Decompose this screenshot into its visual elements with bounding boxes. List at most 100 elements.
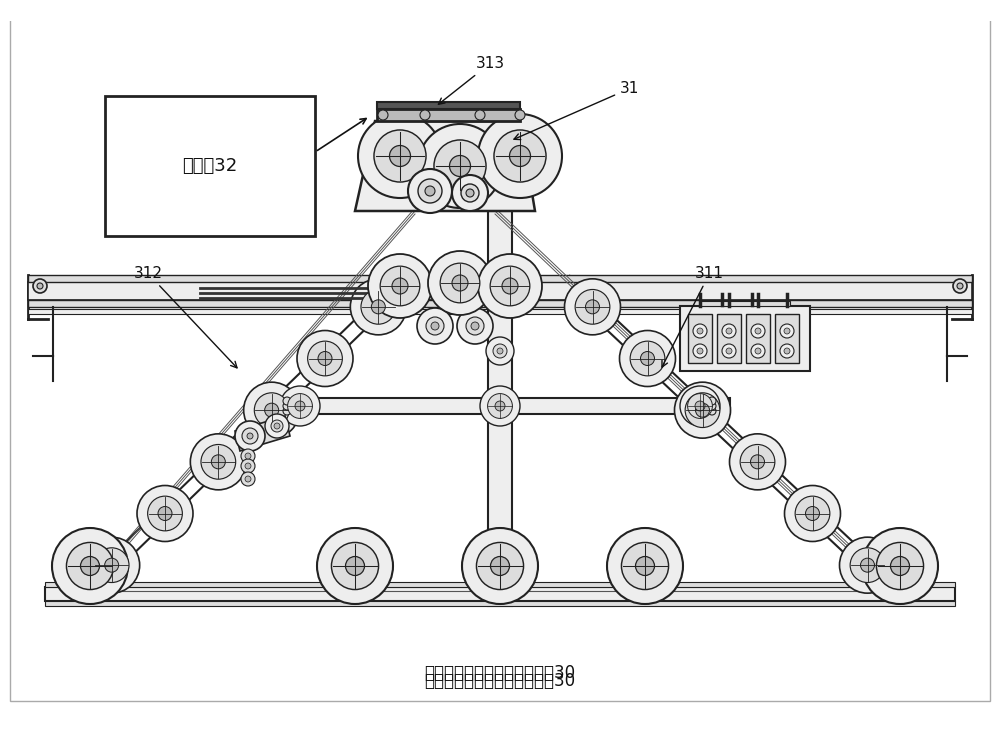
Circle shape [242,428,258,444]
Bar [688,314,712,363]
Bar [28,300,972,307]
Circle shape [726,348,732,354]
Circle shape [420,110,430,120]
Circle shape [33,279,47,293]
Circle shape [784,348,790,354]
Circle shape [245,463,251,469]
Circle shape [426,317,444,335]
Circle shape [80,556,100,575]
Bar [746,314,770,363]
Bar [45,601,955,606]
Circle shape [358,114,442,198]
Circle shape [840,537,896,593]
Circle shape [740,444,775,479]
Circle shape [680,386,720,426]
Circle shape [265,403,279,417]
Circle shape [408,169,452,213]
Text: 311: 311 [662,266,724,367]
Circle shape [84,537,140,593]
Circle shape [317,528,393,604]
Circle shape [280,386,320,426]
Circle shape [862,528,938,604]
Circle shape [425,186,435,196]
Circle shape [241,472,255,486]
Bar [717,314,741,363]
Circle shape [471,322,479,330]
Text: 31: 31 [514,81,639,140]
Circle shape [876,542,924,589]
Circle shape [271,420,283,432]
Circle shape [636,556,654,575]
Circle shape [94,548,129,583]
Circle shape [274,423,280,429]
Bar [775,314,799,363]
Circle shape [784,328,790,334]
Circle shape [392,278,408,294]
Circle shape [586,300,600,314]
Circle shape [350,279,406,335]
Circle shape [495,401,505,411]
Circle shape [380,266,420,306]
Circle shape [502,278,518,294]
Text: 312: 312 [134,266,237,368]
Circle shape [295,401,305,411]
Circle shape [241,459,255,473]
Circle shape [37,283,43,289]
Circle shape [148,496,182,531]
Circle shape [418,124,502,208]
Circle shape [708,402,716,410]
Circle shape [755,328,761,334]
Circle shape [722,344,736,358]
Circle shape [497,348,503,354]
Circle shape [685,393,720,427]
Circle shape [283,407,291,415]
Bar [700,301,790,306]
Circle shape [486,337,514,365]
Circle shape [480,386,520,426]
Circle shape [247,433,253,439]
Circle shape [751,324,765,338]
Circle shape [241,449,255,463]
Circle shape [755,348,761,354]
Circle shape [374,130,426,182]
Circle shape [476,542,524,589]
Bar [28,275,972,282]
Bar [270,398,730,414]
Circle shape [688,394,712,419]
Circle shape [860,559,874,572]
Circle shape [488,394,512,419]
Circle shape [510,146,530,166]
Circle shape [620,331,676,386]
Circle shape [371,300,385,314]
Circle shape [515,110,525,120]
Circle shape [494,130,546,182]
Circle shape [452,275,468,291]
Circle shape [378,110,388,120]
Circle shape [450,155,471,176]
Circle shape [493,344,507,358]
Text: 控制器32: 控制器32 [182,157,238,175]
Circle shape [137,485,193,542]
Circle shape [806,507,820,520]
Circle shape [245,453,251,459]
Circle shape [368,254,432,318]
Circle shape [418,179,442,203]
Circle shape [265,414,289,438]
Bar [377,102,520,109]
Circle shape [440,264,480,303]
Circle shape [297,331,353,386]
Circle shape [390,146,411,166]
Circle shape [953,279,967,293]
Bar [488,211,512,606]
Circle shape [288,394,312,419]
Circle shape [346,556,364,575]
Circle shape [66,542,114,589]
Circle shape [850,548,885,583]
Circle shape [780,324,794,338]
Circle shape [674,382,730,438]
Text: 起重设备的电缆收揽控制系统30: 起重设备的电缆收揽控制系统30 [424,664,576,682]
Bar [105,96,315,236]
Circle shape [190,434,246,490]
Bar [45,587,955,601]
Bar [28,282,972,300]
